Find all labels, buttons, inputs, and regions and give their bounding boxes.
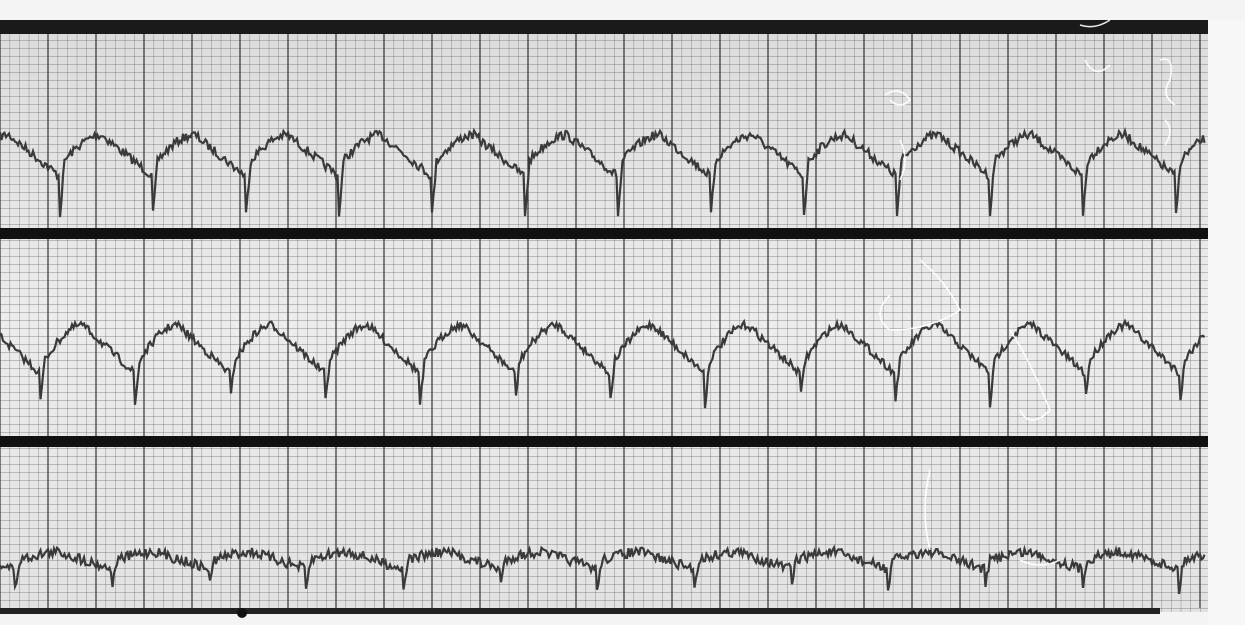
trace: [0, 318, 1206, 409]
traces: [0, 126, 1206, 595]
trace: [0, 126, 1206, 218]
scribble: [924, 329, 1061, 566]
trace: [0, 544, 1206, 595]
top-edge: [0, 20, 1208, 34]
speck: [237, 608, 247, 618]
bottom-edge: [0, 608, 1160, 614]
grid: [0, 30, 1208, 612]
scribble: [1079, 19, 1176, 146]
separator-bar: [0, 436, 1213, 447]
scribble: [879, 90, 962, 331]
separator-bar: [0, 228, 1208, 239]
right-margin: [1208, 20, 1245, 625]
major-grid: [0, 34, 1201, 608]
handwriting: [879, 19, 1176, 566]
